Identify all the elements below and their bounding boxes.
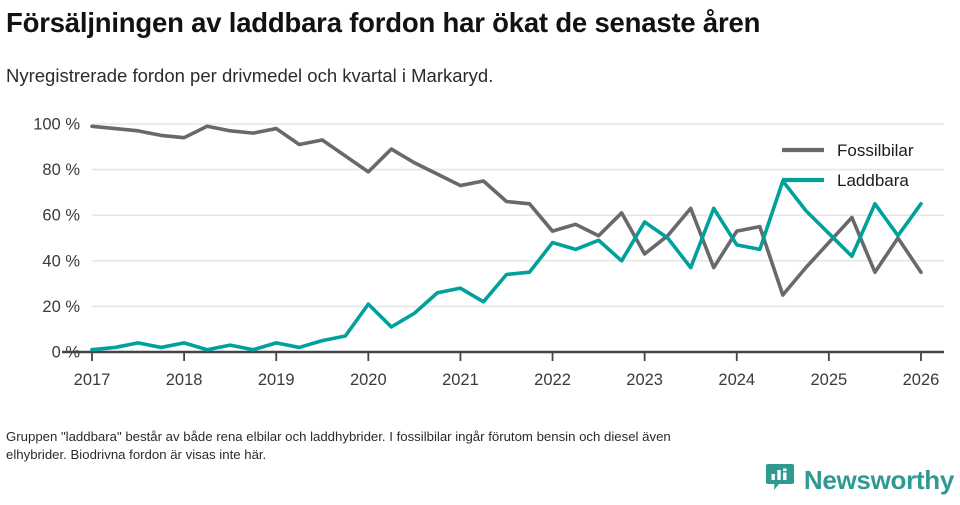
- footnote-line-1: Gruppen "laddbara" består av både rena e…: [6, 429, 671, 444]
- y-axis-tick-label: 60 %: [42, 207, 80, 225]
- page-title: Försäljningen av laddbara fordon har öka…: [6, 7, 761, 38]
- y-axis-tick-label: 40 %: [42, 252, 80, 270]
- series-lines: [90, 124, 923, 352]
- legend-label-fossilbilar: Fossilbilar: [837, 141, 914, 160]
- x-axis-tick-label: 2023: [626, 371, 663, 389]
- x-axis-tick-label: 2017: [74, 371, 111, 389]
- x-axis-tick-label: 2022: [534, 371, 571, 389]
- x-axis-tick-labels: 2017 2018 2019 2020 2021 2022 2023 2024 2025 2026: [74, 371, 940, 389]
- series-line-laddbara: [90, 179, 923, 352]
- legend-label-laddbara: Laddbara: [837, 171, 909, 190]
- x-axis-tick-label: 2018: [166, 371, 203, 389]
- y-axis-tick-labels: 0 %20 %40 %60 %80 %100 %: [33, 116, 80, 362]
- bar-chart-speech-bubble-icon: [765, 462, 795, 497]
- x-axis-ticks: [91, 352, 922, 361]
- y-axis-tick-label: 80 %: [42, 161, 80, 179]
- gridlines: [92, 123, 944, 308]
- brand-name: Newsworthy: [803, 464, 954, 495]
- footnote-line-2: elhybrider. Biodrivna fordon är visas in…: [6, 446, 267, 462]
- chart-svg: 0 %20 %40 %60 %80 %100 % 2017 2018 2019 202…: [33, 116, 944, 389]
- y-axis-tick-label: 20 %: [42, 298, 80, 316]
- x-axis-tick-label: 2020: [350, 371, 387, 389]
- chart-legend: Fossilbilar Laddbara: [782, 141, 914, 190]
- y-axis-tick-label: 100 %: [33, 116, 80, 134]
- series-line-fossilbilar: [90, 124, 923, 297]
- x-axis-tick-label: 2025: [811, 371, 848, 389]
- x-axis-tick-label: 2021: [442, 371, 479, 389]
- line-chart: 0 % 20 % 40 % 60 % 80 % 100 % 2017 2018 2019 202…: [0, 100, 960, 400]
- x-axis-tick-label: 2019: [258, 371, 295, 389]
- x-axis-tick-label: 2024: [718, 371, 755, 389]
- x-axis-tick-label: 2026: [903, 371, 940, 389]
- chart-footnote: Gruppen "laddbara" består av både rena e…: [6, 428, 911, 463]
- page-subtitle: Nyregistrerade fordon per drivmedel och …: [6, 65, 494, 86]
- newsworthy-logo: Newsworthy: [765, 462, 954, 497]
